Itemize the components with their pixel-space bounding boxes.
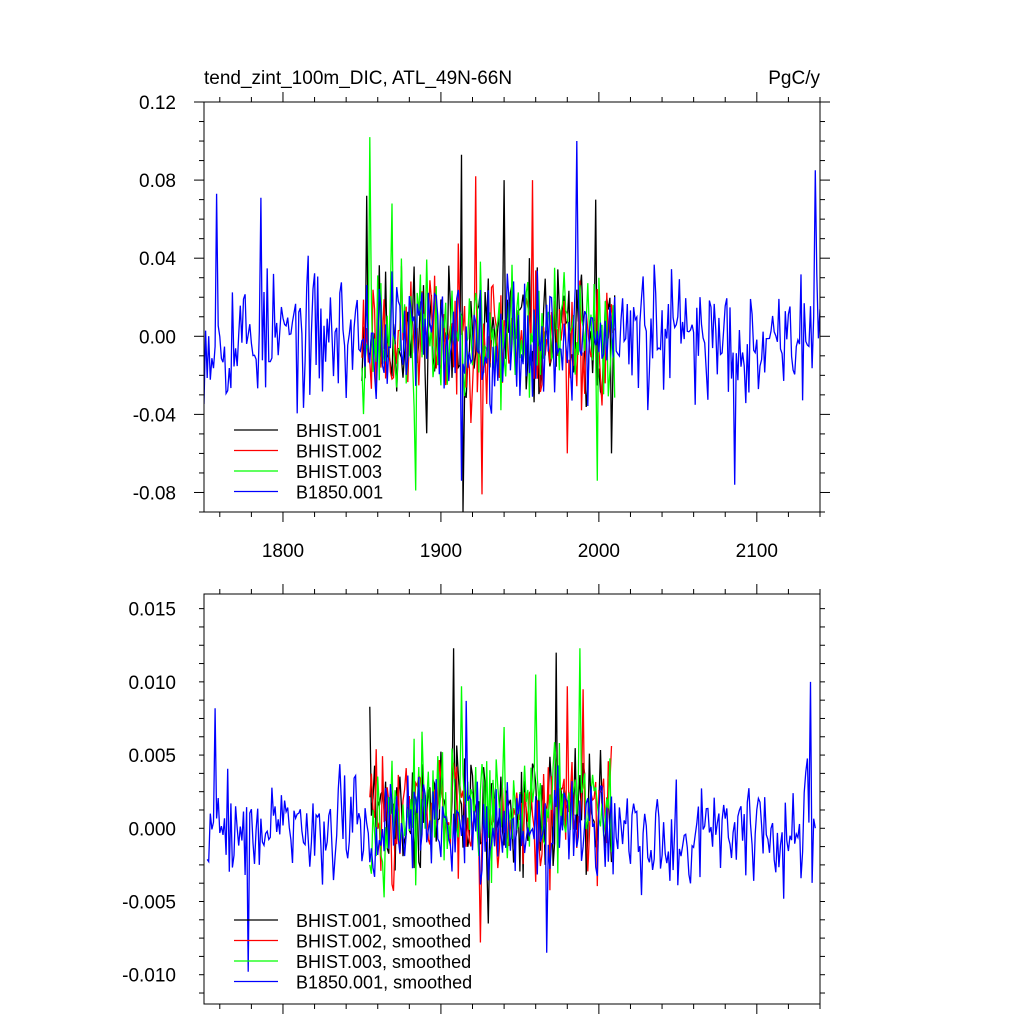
legend-label: B1850.001, smoothed	[296, 973, 472, 993]
legend-label: BHIST.001, smoothed	[296, 911, 471, 931]
legend-label: BHIST.002, smoothed	[296, 932, 471, 952]
x-tick-label: 1900	[420, 541, 462, 562]
legend-label: BHIST.001	[296, 421, 382, 441]
units-label: PgC/y	[768, 68, 820, 89]
plot-frame	[203, 593, 821, 1005]
x-tick-label: 2100	[736, 541, 778, 562]
y-tick-label: 0.005	[128, 746, 176, 767]
y-tick-label: 0.00	[139, 327, 176, 348]
lower-panel: -0.010 -0.005 0.000 0.005 0.010 0.015 BHIST.00…	[122, 584, 825, 1014]
series-group	[206, 648, 816, 972]
y-tick-label: 0.000	[128, 819, 176, 840]
legend-label: BHIST.003	[296, 462, 382, 482]
y-tick-label: 0.010	[128, 673, 176, 694]
plot-frame	[203, 101, 821, 513]
series-line-4	[204, 140, 820, 485]
y-tick-label: -0.08	[133, 483, 176, 504]
x-tick-label: 2000	[578, 541, 620, 562]
y-tick-label: 0.04	[139, 249, 176, 270]
x-tick-label: 1800	[262, 541, 304, 562]
plot-title: tend_zint_100m_DIC, ATL_49N-66N	[204, 68, 512, 89]
upper-panel: 1800 1900 2000 2100 -0.08 -0.04 0.00 0.04 0.08 0.…	[133, 92, 830, 562]
y-tick-label: -0.005	[122, 893, 176, 914]
y-tick-label: 0.015	[128, 600, 176, 621]
legend-label: BHIST.003, smoothed	[296, 952, 471, 972]
series-line-4	[206, 681, 816, 972]
y-tick-label: -0.010	[122, 966, 176, 987]
series-group	[204, 137, 820, 512]
y-tick-label: 0.08	[139, 171, 176, 192]
legend-label: B1850.001	[296, 483, 383, 503]
legend-label: BHIST.002	[296, 442, 382, 462]
y-tick-label: 0.12	[139, 93, 176, 114]
y-tick-label: -0.04	[133, 405, 177, 426]
